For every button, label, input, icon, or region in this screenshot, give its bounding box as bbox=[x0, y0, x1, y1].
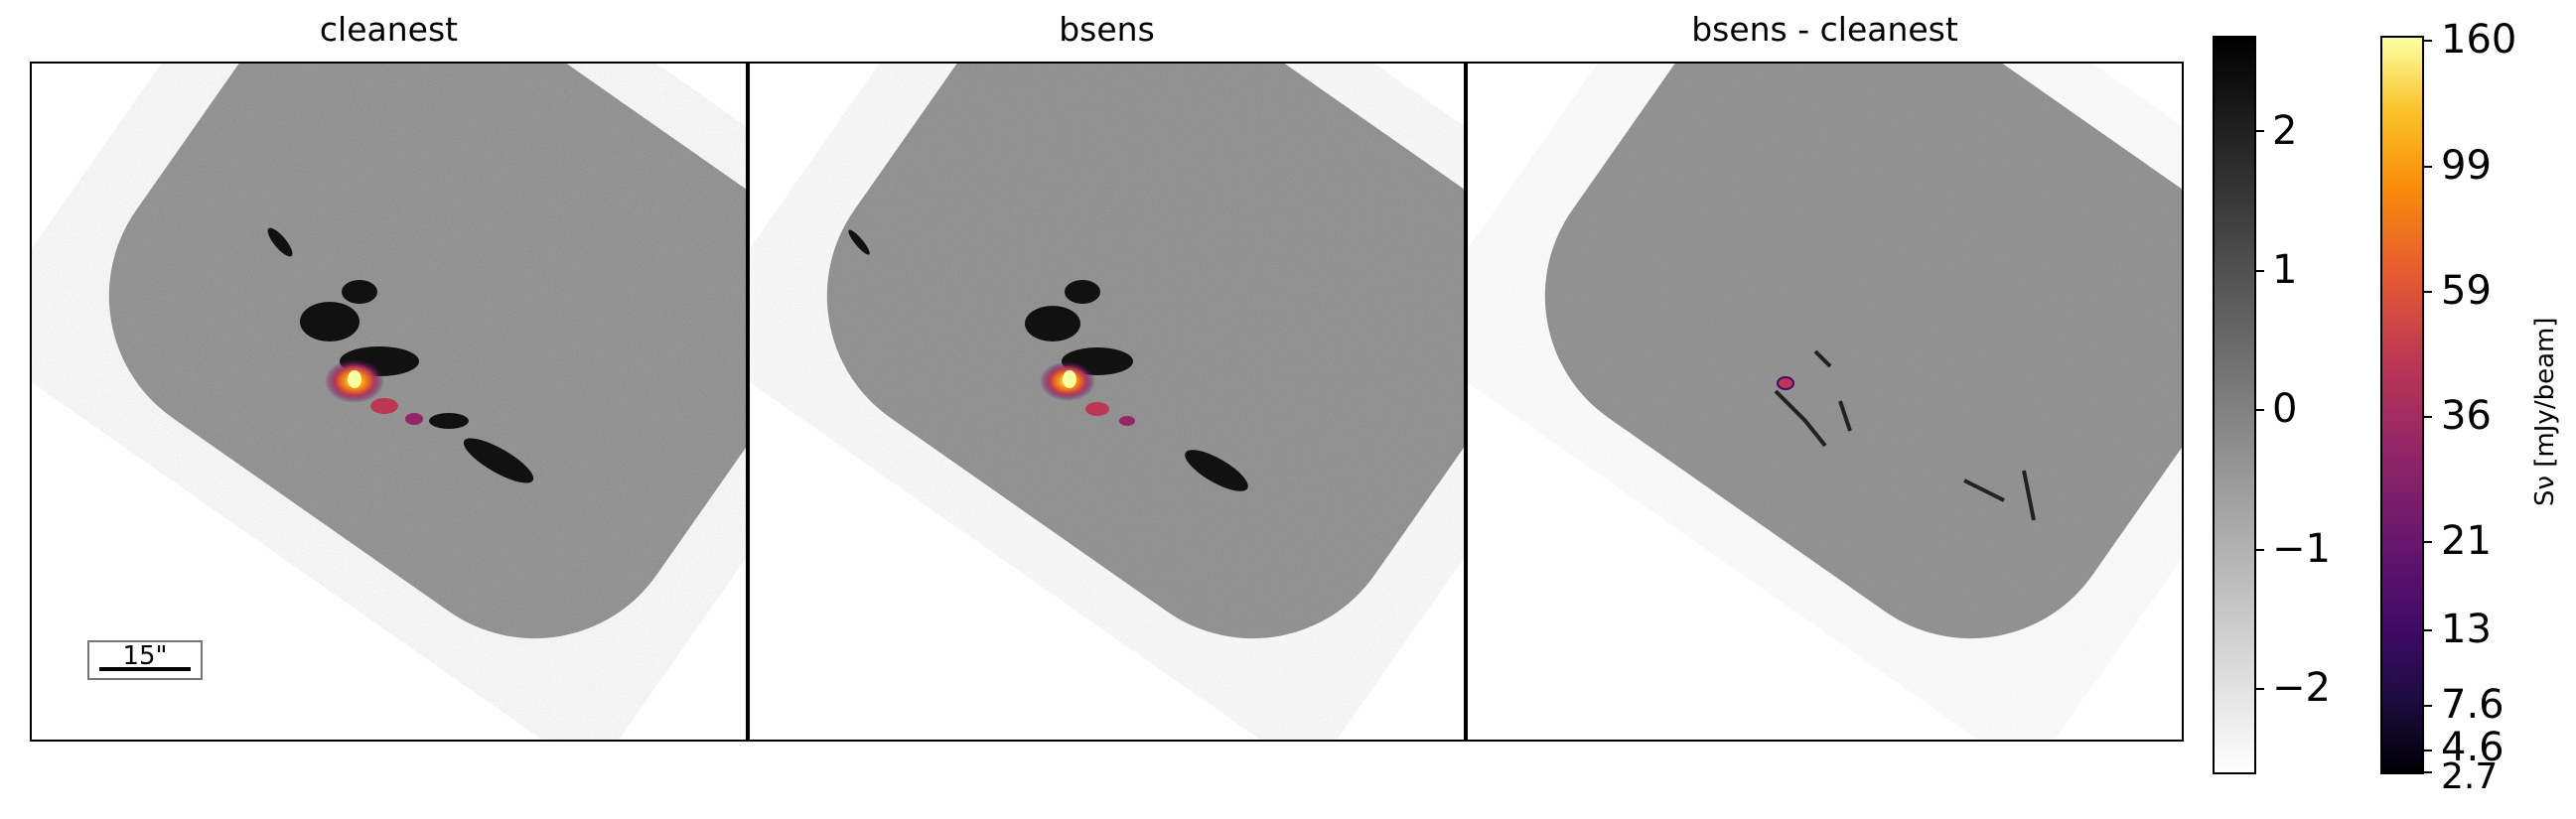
panel-title-cleanest: cleanest bbox=[319, 10, 459, 49]
gray-tickmark bbox=[2254, 688, 2264, 690]
image-panel-difference bbox=[1466, 62, 2184, 742]
mosaic-footprint bbox=[108, 64, 746, 639]
flux-tick-label: 36 bbox=[2441, 393, 2492, 439]
gray-tick-label: 1 bbox=[2272, 247, 2298, 293]
gray-tickmark bbox=[2254, 130, 2264, 132]
scale-bar: 15" bbox=[87, 640, 203, 680]
gray-tick-label: 0 bbox=[2272, 386, 2298, 432]
flux-tickmark bbox=[2422, 416, 2432, 418]
flux-tick-label: 99 bbox=[2441, 143, 2492, 189]
mosaic-footprint bbox=[826, 64, 1464, 639]
flux-tick-label: 4.6 bbox=[2441, 725, 2504, 770]
gray-tickmark bbox=[2254, 549, 2264, 551]
panel-title-bsens: bsens bbox=[1059, 10, 1155, 49]
flux-tick-label: 13 bbox=[2441, 607, 2492, 652]
flux-tick-label: 2.7 bbox=[2441, 756, 2499, 797]
flux-tickmark bbox=[2422, 771, 2432, 773]
map-bsens bbox=[826, 64, 1464, 639]
flux-tick-label: 7.6 bbox=[2441, 682, 2504, 728]
flux-tickmark bbox=[2422, 40, 2432, 42]
bright-source bbox=[325, 359, 423, 425]
flux-tickmark bbox=[2422, 291, 2432, 293]
difference-structure bbox=[1774, 349, 2036, 521]
flux-tickmark bbox=[2422, 541, 2432, 543]
flux-tick-label: 59 bbox=[2441, 268, 2492, 314]
image-panel-bsens bbox=[748, 62, 1466, 742]
flux-colorbar bbox=[2380, 36, 2424, 774]
flux-tickmark bbox=[2422, 750, 2432, 751]
flux-tick-label: 160 bbox=[2441, 17, 2517, 63]
scale-bar-label: 15" bbox=[122, 641, 168, 671]
emission-structure bbox=[267, 227, 534, 483]
bright-source bbox=[1040, 361, 1135, 426]
scale-bar-line bbox=[99, 667, 191, 671]
gray-tickmark bbox=[2254, 270, 2264, 272]
flux-tickmark bbox=[2422, 166, 2432, 168]
map-difference bbox=[1544, 64, 2182, 639]
flux-colorbar-label: Sν [mJy/beam] bbox=[2530, 317, 2560, 506]
panel-title-difference: bsens - cleanest bbox=[1691, 10, 1958, 49]
flux-tickmark bbox=[2422, 705, 2432, 707]
mosaic-footprint bbox=[1544, 64, 2182, 639]
image-panel-cleanest: 15" bbox=[30, 62, 748, 742]
gray-tick-label: −2 bbox=[2272, 665, 2331, 711]
flux-tickmark bbox=[2422, 629, 2432, 631]
gray-tick-label: −1 bbox=[2272, 526, 2331, 572]
gray-tickmark bbox=[2254, 409, 2264, 411]
gray-colorbar bbox=[2213, 36, 2256, 774]
flux-tick-label: 21 bbox=[2441, 518, 2492, 564]
gray-tick-label: 2 bbox=[2272, 108, 2298, 154]
bright-source bbox=[1777, 376, 1794, 390]
map-cleanest bbox=[108, 64, 746, 639]
